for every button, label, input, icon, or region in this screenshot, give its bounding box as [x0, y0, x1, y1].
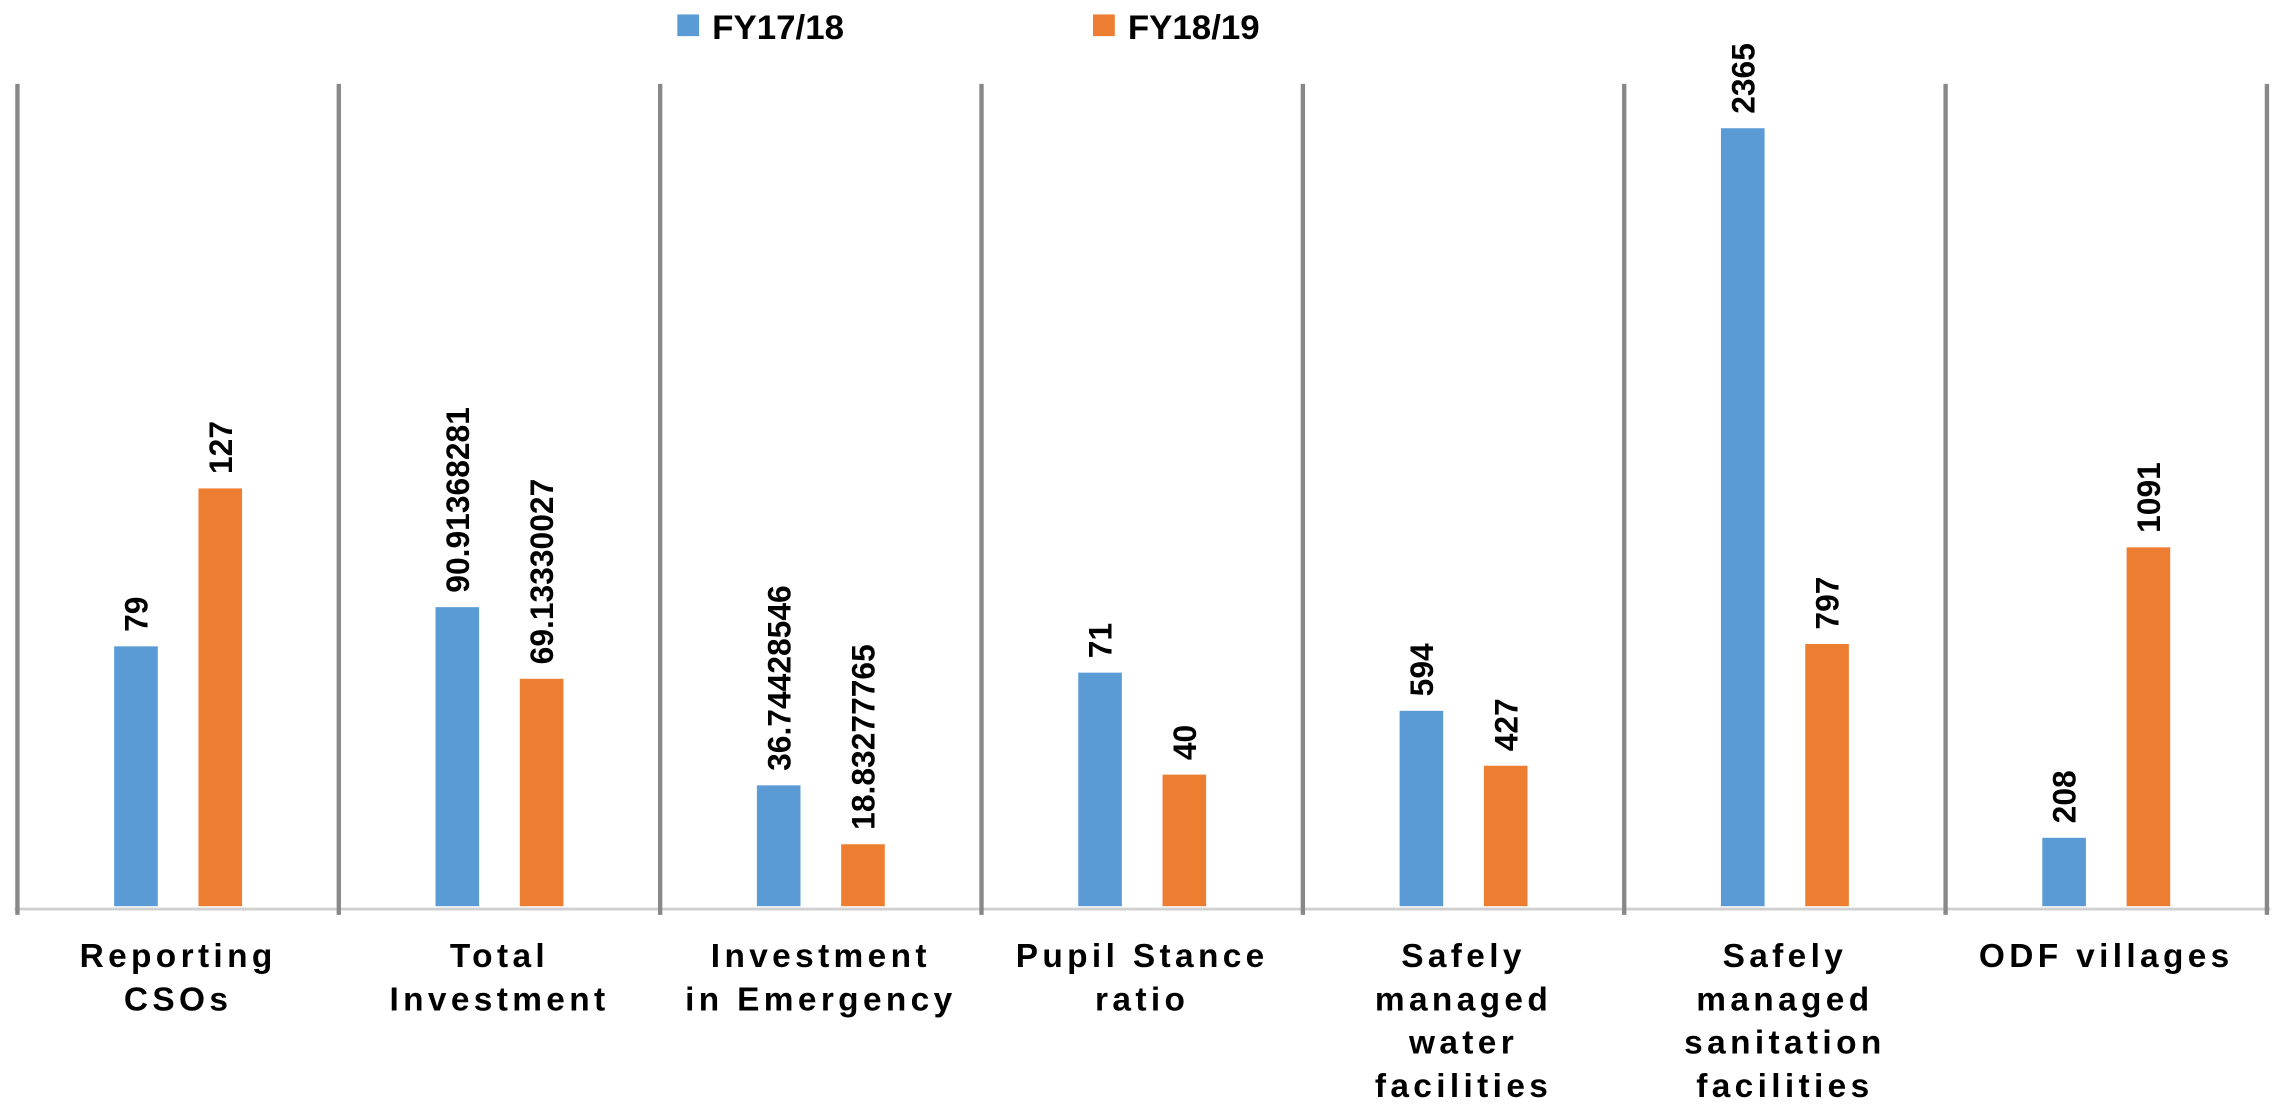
bar	[198, 488, 243, 907]
legend-label: FY18/19	[1128, 9, 1260, 47]
x-tick-label: Safely managed sanitation facilities	[1684, 938, 1885, 1105]
bar	[1162, 774, 1207, 907]
data-label: 127	[203, 421, 239, 474]
bar	[756, 785, 801, 907]
data-label: 208	[2047, 770, 2083, 823]
bar	[1483, 765, 1528, 907]
bar	[1805, 644, 1849, 907]
legend-label: FY17/18	[712, 9, 844, 47]
legend-swatch	[1092, 14, 1115, 37]
data-label: 79	[119, 597, 155, 632]
x-tick-label: ODF villages	[1979, 938, 2234, 975]
bar	[2126, 547, 2171, 907]
data-label: 90.91368281	[440, 407, 476, 593]
data-label: 18.83277765	[846, 644, 882, 830]
bar	[1078, 672, 1122, 907]
bar	[435, 607, 480, 907]
x-tick-label: Investment in Emergency	[685, 938, 957, 1018]
bar	[2042, 837, 2086, 907]
legend-swatch	[677, 14, 700, 37]
x-tick-label: Total Investment	[389, 938, 609, 1018]
data-label: 36.74428546	[761, 585, 797, 771]
x-tick-label: Safely managed water facilities	[1375, 938, 1552, 1105]
bar	[841, 844, 885, 907]
x-tick-label: Reporting CSOs	[80, 938, 277, 1018]
data-label: 1091	[2131, 462, 2167, 533]
bar	[114, 646, 158, 907]
data-label: 594	[1404, 643, 1440, 696]
bar	[1720, 128, 1765, 907]
data-label: 797	[1810, 577, 1846, 630]
bar	[519, 678, 564, 907]
x-tick-label: Pupil Stance ratio	[1016, 938, 1269, 1018]
data-label: 69.13330027	[524, 479, 560, 665]
data-label: 71	[1083, 623, 1119, 658]
bar	[1399, 710, 1444, 907]
data-label: 40	[1167, 725, 1203, 760]
data-label: 427	[1488, 698, 1524, 751]
data-label: 2365	[1725, 43, 1761, 114]
